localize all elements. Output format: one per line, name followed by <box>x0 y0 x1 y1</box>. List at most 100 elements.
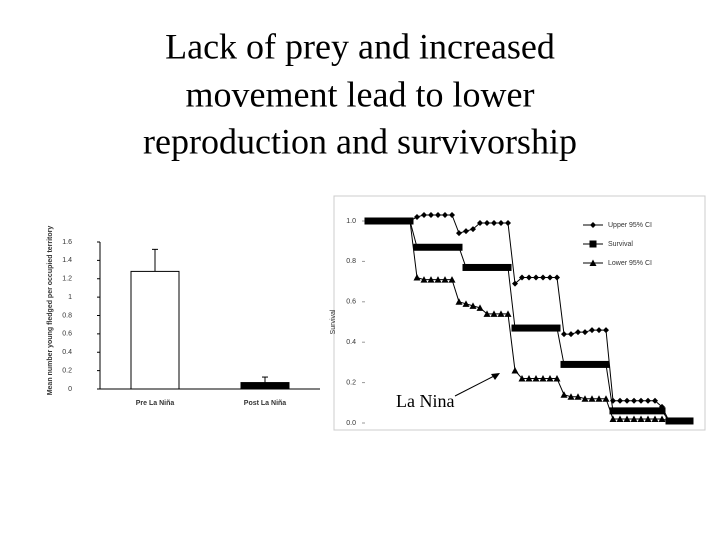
marker <box>490 310 498 317</box>
marker <box>511 366 519 374</box>
marker <box>462 263 470 271</box>
marker <box>623 407 631 415</box>
marker <box>497 310 505 317</box>
marker <box>420 276 428 283</box>
marker <box>560 391 568 398</box>
marker <box>512 280 518 287</box>
y-axis-label: Survival <box>330 309 337 334</box>
marker <box>392 217 400 224</box>
marker <box>651 407 659 415</box>
y-tick-label: 0 <box>68 386 72 393</box>
y-tick-label: 0.6 <box>62 331 72 338</box>
marker <box>455 243 463 251</box>
marker <box>378 217 386 224</box>
title-line: reproduction and survivorship <box>143 121 577 161</box>
marker <box>616 407 624 415</box>
marker <box>483 263 491 271</box>
y-tick-label: 1.0 <box>346 218 356 225</box>
marker <box>575 329 581 336</box>
marker <box>589 259 597 266</box>
marker <box>638 397 644 404</box>
x-tick-label: Pre La Niña <box>136 400 175 407</box>
marker <box>609 407 617 415</box>
marker <box>427 243 435 251</box>
marker <box>679 417 687 424</box>
marker <box>609 415 617 422</box>
marker <box>525 375 533 382</box>
marker <box>476 304 484 311</box>
marker <box>497 263 505 271</box>
marker <box>574 393 582 400</box>
marker <box>456 230 462 237</box>
marker <box>477 220 483 227</box>
marker <box>413 243 421 251</box>
marker <box>546 375 554 382</box>
marker <box>385 217 393 224</box>
marker <box>652 397 658 404</box>
marker <box>686 417 694 424</box>
marker <box>448 243 456 251</box>
marker <box>637 415 645 422</box>
marker <box>560 360 568 368</box>
marker <box>630 415 638 422</box>
y-tick-label: 0.6 <box>346 299 356 306</box>
marker <box>602 360 610 368</box>
y-tick-label: 0.0 <box>346 420 356 427</box>
marker <box>420 243 428 251</box>
arrow-head <box>491 373 500 380</box>
legend-label: Lower 95% CI <box>608 260 652 267</box>
marker <box>532 375 540 382</box>
marker <box>406 217 414 224</box>
marker <box>616 415 624 422</box>
title-line: movement lead to lower <box>186 74 535 114</box>
marker <box>484 220 490 227</box>
marker <box>498 220 504 227</box>
marker <box>518 375 526 382</box>
marker <box>364 217 372 224</box>
marker <box>532 324 540 332</box>
marker <box>455 298 463 305</box>
marker <box>421 211 427 218</box>
y-tick-label: 0.4 <box>62 349 72 356</box>
y-tick-label: 0.2 <box>346 379 356 386</box>
marker <box>525 324 533 332</box>
marker <box>644 407 652 415</box>
y-tick-label: 0.4 <box>346 339 356 346</box>
marker <box>561 331 567 338</box>
marker <box>658 407 666 415</box>
marker <box>428 211 434 218</box>
marker <box>427 276 435 283</box>
chart-frame <box>333 195 706 431</box>
marker <box>637 407 645 415</box>
marker <box>658 415 666 422</box>
marker <box>651 415 659 422</box>
marker <box>617 397 623 404</box>
marker <box>442 211 448 218</box>
marker <box>504 310 512 317</box>
marker <box>553 375 561 382</box>
marker <box>590 222 596 228</box>
marker <box>491 220 497 227</box>
marker <box>672 417 680 424</box>
y-tick-label: 0.8 <box>346 258 356 265</box>
marker <box>413 274 421 281</box>
marker <box>490 263 498 271</box>
y-tick-label: 0.8 <box>62 312 72 319</box>
marker <box>414 213 420 220</box>
marker <box>469 302 477 309</box>
y-tick-label: 1.4 <box>62 257 72 264</box>
marker <box>441 276 449 283</box>
annotation-arrow <box>454 373 499 397</box>
marker <box>462 300 470 307</box>
y-tick-label: 1.2 <box>62 276 72 283</box>
marker <box>526 274 532 281</box>
marker <box>505 220 511 227</box>
marker <box>574 360 582 368</box>
marker <box>483 310 491 317</box>
bar <box>240 382 290 390</box>
marker <box>434 243 442 251</box>
marker <box>476 263 484 271</box>
marker <box>546 324 554 332</box>
legend-label: Survival <box>608 241 633 248</box>
